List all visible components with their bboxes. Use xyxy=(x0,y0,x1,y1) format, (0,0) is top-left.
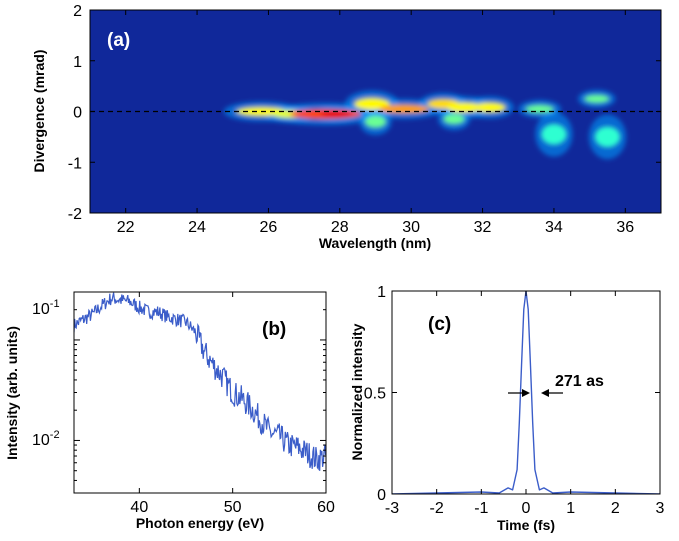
ytick-label-c: 1 xyxy=(377,284,386,301)
x-axis-label-a: Wavelength (nm) xyxy=(319,235,431,251)
heatmap-feature-14 xyxy=(443,114,465,125)
xtick-label-c: 0 xyxy=(522,500,531,517)
xtick-label-a: 22 xyxy=(117,219,135,236)
xtick-label-b: 60 xyxy=(317,499,335,516)
xtick-label-c: -2 xyxy=(430,500,444,517)
xtick-label-c: -3 xyxy=(385,500,399,517)
xtick-label-a: 26 xyxy=(260,219,278,236)
ytick-label-a: 0 xyxy=(73,105,82,122)
ytick-label-c: 0 xyxy=(377,487,386,504)
axis-ticks-c: -3 -2 -1 0 1 2 3 0 0.5 1 xyxy=(364,284,665,517)
plot-area-b xyxy=(74,292,326,493)
ytick-label-b-high: 10-1 xyxy=(32,298,60,318)
xtick-label-a: 36 xyxy=(616,219,634,236)
heatmap-feature-7 xyxy=(446,102,483,113)
xtick-label-b: 40 xyxy=(130,499,148,516)
xtick-label-c: 1 xyxy=(566,500,575,517)
xtick-label-a: 24 xyxy=(188,219,206,236)
ytick-label-a: 1 xyxy=(73,54,82,71)
ytick-label-a: -2 xyxy=(68,206,82,223)
ytick-label-a: 2 xyxy=(73,3,82,20)
xtick-label-c: 2 xyxy=(611,500,620,517)
x-axis-label-c: Time (fs) xyxy=(497,517,555,533)
xtick-label-c: 3 xyxy=(656,500,665,517)
axis-ticks-b: 40 50 60 xyxy=(74,292,335,516)
panel-label-b: (b) xyxy=(262,319,286,340)
x-axis-label-b: Photon energy (eV) xyxy=(136,515,264,531)
xtick-label-a: 32 xyxy=(474,219,492,236)
heatmap-feature-4 xyxy=(354,97,390,110)
ytick-label-a: -1 xyxy=(68,155,82,172)
xtick-label-c: -1 xyxy=(474,500,488,517)
y-axis-label-b: Intensity (arb. units) xyxy=(4,326,20,460)
panel-label-a: (a) xyxy=(107,30,130,51)
fwhm-arrows xyxy=(508,389,563,397)
heatmap-feature-12 xyxy=(594,126,620,148)
ytick-label-c: 0.5 xyxy=(364,386,386,403)
heatmap-feature-5 xyxy=(379,104,430,114)
xtick-label-b: 50 xyxy=(224,499,242,516)
heatmap-feature-11 xyxy=(541,124,567,145)
heatmap-feature-3 xyxy=(320,110,353,118)
heatmap-feature-8 xyxy=(473,102,506,113)
pulse-line xyxy=(392,291,660,494)
xtick-label-a: 34 xyxy=(545,219,563,236)
xtick-label-a: 28 xyxy=(331,219,349,236)
panel-b: 40 50 60 10-1 10-2 (b) Photon energy (eV) … xyxy=(4,291,335,531)
xtick-label-a: 30 xyxy=(402,219,420,236)
ytick-label-b-low: 10-2 xyxy=(32,429,60,449)
panel-c: -3 -2 -1 0 1 2 3 0 0.5 1 271 as (c) Time (fs) Nor… xyxy=(349,284,665,533)
fwhm-annotation: 271 as xyxy=(555,373,604,390)
y-axis-label-a: Divergence (mrad) xyxy=(31,50,47,173)
panel-a: 22 24 26 28 30 32 34 36 -2 -1 0 1 2 (a) Wavelength (… xyxy=(31,3,662,251)
spectrum-line xyxy=(74,292,326,471)
panel-label-c: (c) xyxy=(428,314,451,335)
heatmap-feature-13 xyxy=(364,115,387,128)
y-axis-label-c: Normalized intensity xyxy=(349,323,365,460)
axis-ticks-a: 22 24 26 28 30 32 34 36 -2 -1 0 1 2 xyxy=(68,3,661,236)
heatmap-feature-10 xyxy=(584,94,610,103)
